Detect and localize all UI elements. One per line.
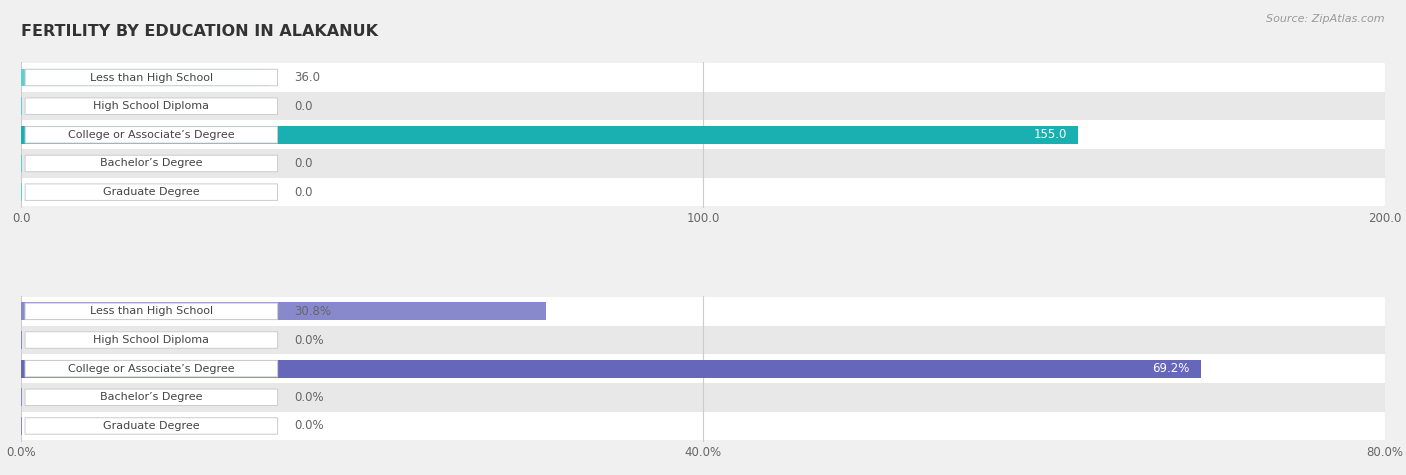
Text: Bachelor’s Degree: Bachelor’s Degree [100, 159, 202, 169]
Bar [21, 326, 1385, 354]
Text: College or Associate’s Degree: College or Associate’s Degree [67, 364, 235, 374]
Bar [21, 412, 1385, 440]
Text: 0.0: 0.0 [294, 157, 312, 170]
Text: High School Diploma: High School Diploma [93, 335, 209, 345]
Bar [21, 92, 1385, 121]
Bar [21, 360, 1201, 378]
Text: FERTILITY BY EDUCATION IN ALAKANUK: FERTILITY BY EDUCATION IN ALAKANUK [21, 24, 378, 39]
Text: Graduate Degree: Graduate Degree [103, 421, 200, 431]
FancyBboxPatch shape [25, 98, 277, 114]
Bar [21, 121, 1385, 149]
Text: 69.2%: 69.2% [1153, 362, 1189, 375]
FancyBboxPatch shape [25, 361, 277, 377]
Text: 30.8%: 30.8% [294, 305, 330, 318]
Bar [21, 383, 1385, 412]
Text: 0.0%: 0.0% [294, 333, 323, 347]
FancyBboxPatch shape [25, 389, 277, 406]
Text: Bachelor’s Degree: Bachelor’s Degree [100, 392, 202, 402]
FancyBboxPatch shape [25, 418, 277, 434]
Bar [21, 297, 1385, 326]
Text: 155.0: 155.0 [1033, 128, 1067, 142]
Text: 36.0: 36.0 [294, 71, 319, 84]
Text: Graduate Degree: Graduate Degree [103, 187, 200, 197]
Text: High School Diploma: High School Diploma [93, 101, 209, 111]
Text: Less than High School: Less than High School [90, 73, 212, 83]
Text: 0.0%: 0.0% [294, 419, 323, 433]
FancyBboxPatch shape [25, 303, 277, 320]
Text: 0.0: 0.0 [294, 100, 312, 113]
Bar [21, 178, 1385, 207]
FancyBboxPatch shape [25, 69, 277, 86]
Bar [21, 354, 1385, 383]
Text: Less than High School: Less than High School [90, 306, 212, 316]
Bar [21, 303, 546, 320]
Bar [21, 126, 1078, 144]
FancyBboxPatch shape [25, 332, 277, 348]
Text: 0.0%: 0.0% [294, 391, 323, 404]
Bar [21, 63, 1385, 92]
Bar [21, 149, 1385, 178]
Text: College or Associate’s Degree: College or Associate’s Degree [67, 130, 235, 140]
FancyBboxPatch shape [25, 184, 277, 200]
Text: 0.0: 0.0 [294, 186, 312, 199]
Text: Source: ZipAtlas.com: Source: ZipAtlas.com [1267, 14, 1385, 24]
FancyBboxPatch shape [25, 155, 277, 172]
FancyBboxPatch shape [25, 126, 277, 143]
Bar [21, 68, 267, 86]
